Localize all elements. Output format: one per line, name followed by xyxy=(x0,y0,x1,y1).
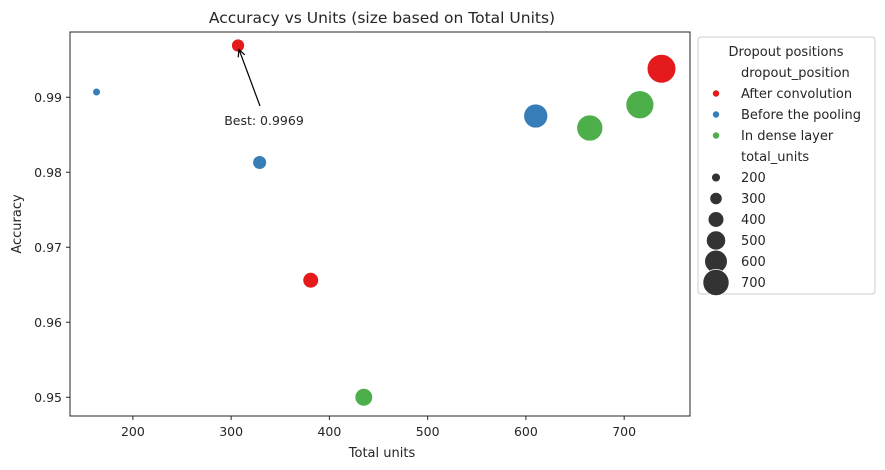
chart-title: Accuracy vs Units (size based on Total U… xyxy=(209,9,555,27)
legend-box xyxy=(697,36,876,295)
legend-hue-marker xyxy=(712,110,721,119)
legend-size-marker xyxy=(709,191,723,206)
legend-size-header: total_units xyxy=(741,150,809,165)
annotation-arrowhead xyxy=(237,48,246,58)
y-tick-label: 0.97 xyxy=(34,240,62,255)
legend-hue-header: dropout_position xyxy=(741,66,850,81)
x-tick-label: 500 xyxy=(416,424,440,439)
annotation-text: Best: 0.9969 xyxy=(224,113,304,128)
legend-title: Dropout positions xyxy=(729,45,844,60)
annotation-arrow xyxy=(238,49,261,107)
legend-hue-marker xyxy=(712,89,721,98)
x-tick-label: 200 xyxy=(121,424,145,439)
data-point xyxy=(92,87,102,97)
data-point xyxy=(354,387,374,407)
legend-hue-label: After convolution xyxy=(741,87,852,102)
legend-size-label: 400 xyxy=(741,213,766,228)
x-tick-label: 300 xyxy=(219,424,243,439)
legend-size-marker xyxy=(702,268,730,297)
legend-size-marker xyxy=(707,211,725,228)
y-axis: 0.95 0.96 0.97 0.98 0.99 xyxy=(34,90,70,405)
plot-frame xyxy=(69,31,691,417)
y-axis-label: Accuracy xyxy=(10,194,25,254)
x-tick-label: 700 xyxy=(612,424,636,439)
legend-hue-label: In dense layer xyxy=(741,129,834,144)
legend-size-label: 300 xyxy=(741,192,766,207)
legend-size-label: 700 xyxy=(741,276,766,291)
annotation: Best: 0.9969 xyxy=(224,48,304,128)
legend-size-label: 600 xyxy=(741,255,766,270)
legend-size-label: 200 xyxy=(741,171,766,186)
legend-size-marker xyxy=(711,172,721,183)
y-tick-label: 0.95 xyxy=(34,390,62,405)
data-point xyxy=(576,114,604,142)
y-tick-label: 0.99 xyxy=(34,90,62,105)
legend: Dropout positions dropout_position After c… xyxy=(697,36,876,297)
x-axis: 200 300 400 500 600 700 xyxy=(121,416,636,439)
plot-area xyxy=(69,31,691,417)
y-tick-label: 0.98 xyxy=(34,165,62,180)
legend-size-marker xyxy=(705,230,727,251)
data-point xyxy=(252,154,268,171)
y-tick-label: 0.96 xyxy=(34,315,62,330)
data-point xyxy=(646,53,677,84)
data-point xyxy=(523,103,549,129)
legend-hue-marker xyxy=(712,131,721,140)
data-point xyxy=(230,38,246,53)
x-axis-label: Total units xyxy=(348,446,416,461)
x-tick-label: 400 xyxy=(317,424,341,439)
data-point xyxy=(625,90,655,120)
legend-hue-label: Before the pooling xyxy=(741,108,861,123)
x-tick-label: 600 xyxy=(514,424,538,439)
data-point xyxy=(302,271,320,289)
legend-size-label: 500 xyxy=(741,234,766,249)
